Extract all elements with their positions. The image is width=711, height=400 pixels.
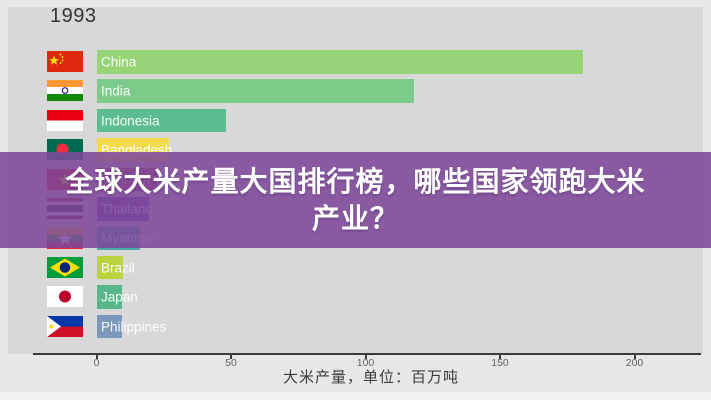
- bar-label-china: China: [101, 54, 137, 70]
- x-tick-label-150: 150: [491, 357, 509, 369]
- flag-china-icon: [47, 51, 83, 72]
- bar-label-brazil: Brazil: [101, 260, 135, 276]
- bar-label-philippines: Philippines: [101, 319, 167, 335]
- bar-label-japan: Japan: [101, 289, 138, 305]
- x-tick-label-200: 200: [625, 357, 644, 369]
- x-tick-mark-50: [230, 355, 232, 359]
- x-tick-label-100: 100: [356, 357, 375, 369]
- flag-brazil-icon: [47, 256, 83, 278]
- bar-india: [96, 79, 414, 103]
- bar-label-india: India: [101, 83, 131, 99]
- bar-row-india: India: [0, 79, 711, 103]
- x-axis-line: [33, 353, 701, 355]
- flag-philippines-icon: [47, 315, 83, 337]
- year-label: 1993: [50, 5, 97, 27]
- x-tick-mark-150: [499, 355, 501, 359]
- x-tick-mark-100: [364, 355, 367, 359]
- headline-banner: 全球大米产量大国排行榜，哪些国家领跑大米 产业？: [0, 152, 711, 248]
- headline-line-1: 全球大米产量大国排行榜，哪些国家领跑大米: [65, 166, 646, 197]
- x-tick-label-0: 0: [93, 357, 100, 369]
- flag-japan-icon: [47, 286, 83, 308]
- x-axis-title: 大米产量，单位：百万吨: [282, 369, 460, 386]
- bar-row-philippines: Philippines: [0, 314, 711, 339]
- bar-japan: [96, 285, 123, 309]
- x-tick-mark-200: [633, 355, 636, 359]
- bar-row-indonesia: Indonesia: [0, 108, 711, 133]
- figure-bottom-margin: [0, 392, 711, 400]
- bar-row-japan: Japan: [0, 285, 711, 309]
- bar-label-indonesia: Indonesia: [101, 113, 160, 129]
- bar-row-china: China: [0, 50, 711, 74]
- x-tick-mark-0: [95, 355, 98, 359]
- bar-brazil: [96, 255, 124, 280]
- bar-china: [96, 50, 584, 74]
- bar-indonesia: [96, 108, 226, 133]
- flag-india-icon: [47, 80, 83, 102]
- x-tick-label-50: 50: [225, 357, 237, 369]
- bar-row-brazil: Brazil: [0, 255, 711, 280]
- flag-indonesia-icon: [47, 109, 83, 131]
- bar-philippines: [96, 314, 122, 339]
- headline-line-2: 产业？: [311, 203, 399, 234]
